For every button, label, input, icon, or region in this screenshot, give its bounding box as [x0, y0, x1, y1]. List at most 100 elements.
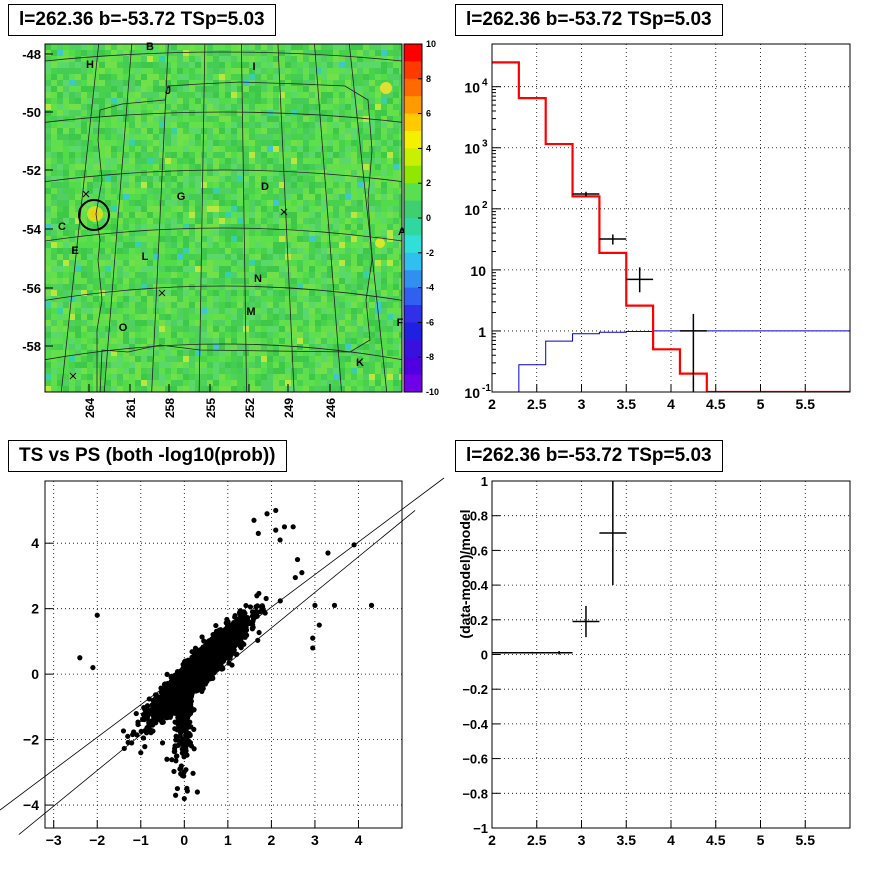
heatmap-cell — [291, 146, 297, 152]
heatmap-cell — [93, 50, 99, 56]
heatmap-cell — [63, 146, 69, 152]
heatmap-cell — [171, 158, 177, 164]
heatmap-cell — [333, 374, 339, 380]
heatmap-cell — [69, 116, 75, 122]
heatmap-cell — [195, 104, 201, 110]
heatmap-cell — [237, 50, 243, 56]
heatmap-cell — [339, 356, 345, 362]
heatmap-cell — [363, 350, 369, 356]
heatmap-cell — [51, 188, 57, 194]
heatmap-cell — [255, 110, 261, 116]
heatmap-cell — [219, 374, 225, 380]
heatmap-cell — [291, 218, 297, 224]
heatmap-cell — [297, 68, 303, 74]
heatmap-cell — [81, 146, 87, 152]
heatmap-cell — [393, 236, 399, 242]
heatmap-cell — [273, 164, 279, 170]
spectrum-plot-area — [492, 61, 850, 392]
heatmap-cell — [243, 224, 249, 230]
heatmap-cell — [309, 284, 315, 290]
heatmap-cell — [51, 146, 57, 152]
heatmap-cell — [75, 44, 81, 50]
heatmap-cell — [255, 344, 261, 350]
heatmap-cell — [381, 236, 387, 242]
heatmap-cell — [81, 80, 87, 86]
heatmap-cell — [183, 86, 189, 92]
heatmap-cell — [315, 230, 321, 236]
heatmap-cell — [261, 308, 267, 314]
heatmap-cell — [189, 182, 195, 188]
heatmap-cell — [225, 350, 231, 356]
heatmap-cell — [339, 140, 345, 146]
heatmap-cell — [159, 278, 165, 284]
heatmap-cell — [183, 140, 189, 146]
heatmap-cell — [291, 272, 297, 278]
heatmap-cell — [207, 350, 213, 356]
heatmap-cell — [351, 122, 357, 128]
heatmap-cell — [303, 122, 309, 128]
heatmap-cell — [165, 206, 171, 212]
heatmap-cell — [273, 92, 279, 98]
heatmap-cell — [381, 74, 387, 80]
heatmap-cell — [393, 284, 399, 290]
heatmap-cell — [315, 254, 321, 260]
heatmap-cell — [339, 326, 345, 332]
heatmap-cell — [183, 272, 189, 278]
heatmap-cell — [213, 302, 219, 308]
heatmap-cell — [231, 62, 237, 68]
heatmap-cell — [177, 224, 183, 230]
heatmap-cell — [147, 314, 153, 320]
heatmap-cell — [129, 128, 135, 134]
heatmap-cell — [201, 380, 207, 386]
heatmap-cell — [57, 68, 63, 74]
heatmap-cell — [123, 260, 129, 266]
heatmap-cell — [45, 326, 51, 332]
heatmap-cell — [117, 332, 123, 338]
heatmap-cell — [303, 308, 309, 314]
heatmap-cell — [105, 386, 111, 392]
heatmap-cell — [75, 104, 81, 110]
heatmap-cell — [159, 224, 165, 230]
heatmap-cell — [165, 296, 171, 302]
heatmap-cell — [153, 230, 159, 236]
heatmap-cell — [297, 116, 303, 122]
heatmap-cell — [387, 194, 393, 200]
heatmap-cell — [69, 380, 75, 386]
heatmap-cell — [117, 116, 123, 122]
heatmap-cell — [183, 326, 189, 332]
heatmap-cell — [297, 314, 303, 320]
heatmap-cell — [165, 326, 171, 332]
heatmap-cell — [321, 104, 327, 110]
heatmap-cell — [153, 386, 159, 392]
heatmap-cell — [297, 134, 303, 140]
heatmap-cell — [159, 218, 165, 224]
skymap-xtick-label: 258 — [163, 398, 177, 418]
heatmap-cell — [117, 164, 123, 170]
heatmap-cell — [339, 380, 345, 386]
heatmap-cell — [273, 302, 279, 308]
heatmap-cell — [279, 206, 285, 212]
heatmap-cell — [243, 98, 249, 104]
heatmap-cell — [381, 92, 387, 98]
heatmap-cell — [333, 158, 339, 164]
heatmap-cell — [207, 146, 213, 152]
heatmap-cell — [189, 242, 195, 248]
heatmap-cell — [231, 56, 237, 62]
heatmap-cell — [147, 146, 153, 152]
heatmap-cell — [129, 236, 135, 242]
heatmap-cell — [165, 350, 171, 356]
heatmap-cell — [255, 332, 261, 338]
heatmap-cell — [375, 290, 381, 296]
heatmap-cell — [291, 200, 297, 206]
heatmap-cell — [135, 62, 141, 68]
heatmap-cell — [309, 56, 315, 62]
heatmap-cell — [213, 362, 219, 368]
heatmap-cell — [75, 350, 81, 356]
heatmap-cell — [123, 50, 129, 56]
heatmap-cell — [285, 158, 291, 164]
heatmap-cell — [327, 344, 333, 350]
spectrum-ytick-label: 10 — [464, 385, 480, 401]
heatmap-cell — [357, 320, 363, 326]
heatmap-cell — [399, 302, 402, 308]
heatmap-cell — [363, 326, 369, 332]
